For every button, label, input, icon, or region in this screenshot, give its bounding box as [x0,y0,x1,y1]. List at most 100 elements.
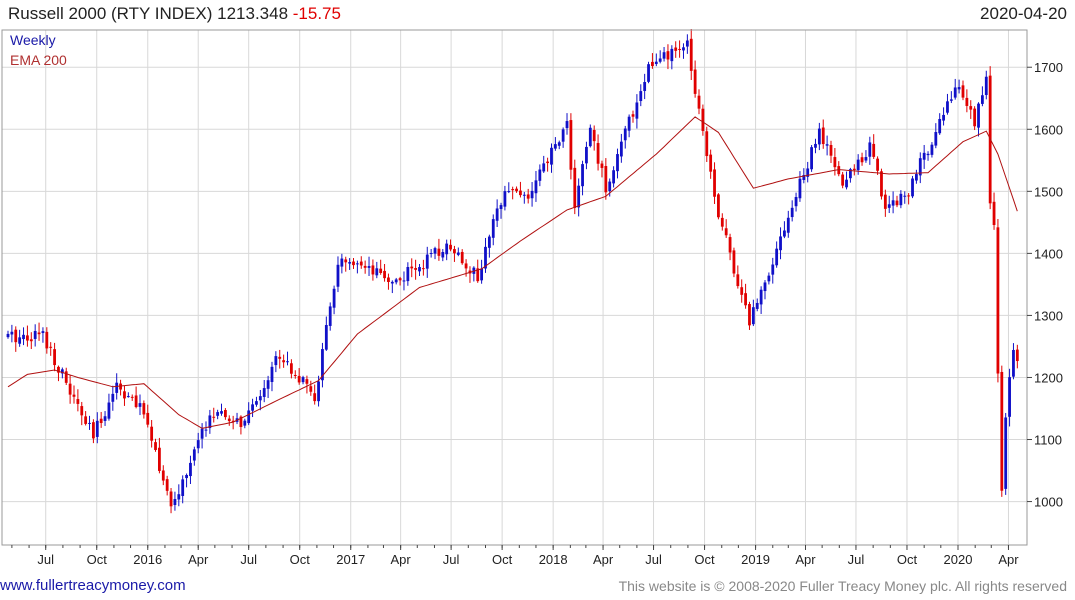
candle-body [732,250,736,274]
candle-body [480,268,484,281]
candle-body [546,161,550,164]
candle-body [371,265,375,275]
candle-body [433,248,437,254]
candle-body [604,166,608,193]
candle-body [542,163,546,172]
candle-body [577,185,581,208]
candle-body [243,420,247,426]
grid [2,30,1027,545]
candle-body [328,306,332,326]
candle-body [957,87,961,90]
candle-body [519,190,522,196]
candle-body [581,164,584,187]
candle-body [208,415,212,429]
x-tick-label: Jul [645,552,662,567]
candle-body [410,266,414,269]
candle-body [573,167,577,208]
candle-body [115,382,119,393]
candle-body [309,386,313,392]
candle-body [530,190,534,199]
candle-body [565,121,569,129]
candle-body [724,228,728,236]
candle-body [80,406,84,416]
candle-body [969,106,973,110]
x-tick-label: Oct [897,552,918,567]
candle-body [464,263,468,269]
candle-body [251,404,254,411]
candle-body [107,402,111,419]
candle-body [771,264,775,275]
candle-body [45,331,49,349]
candle-body [421,268,425,270]
candle-body [324,325,328,350]
candle-body [425,254,429,269]
candle-body [14,329,18,343]
candle-body [134,395,138,408]
candle-body [453,249,456,254]
candle-body [880,171,883,197]
candle-body [76,399,80,404]
y-tick-label: 1700 [1034,60,1063,75]
candle-body [887,204,891,208]
candle-body [511,189,515,191]
copyright-notice: This website is © 2008-2020 Fuller Treac… [618,578,1067,594]
candle-body [810,147,813,170]
candle-body [441,252,445,258]
candle-body [643,82,647,91]
candle-body [553,144,557,149]
candle-body [223,410,227,418]
candle-body [278,356,282,359]
website-link[interactable]: www.fullertreacymoney.com [0,577,186,594]
candle-body [868,142,872,157]
candle-body [495,208,499,221]
candle-body [705,131,709,157]
price-change: -15.75 [292,4,341,23]
candle-body [406,267,410,282]
candle-body [736,274,740,287]
candle-body [57,366,60,373]
candle-body [340,258,344,267]
candle-body [709,154,713,172]
x-tick-label: Jul [443,552,460,567]
candle-body [767,275,771,282]
candle-body [239,416,243,428]
candle-body [996,227,1000,374]
candle-body [301,377,305,383]
candle-body [856,159,860,171]
candle-body [619,141,623,157]
candle-body [713,169,716,197]
candle-body [790,207,794,218]
candle-body [363,265,367,268]
candle-body [895,200,899,206]
candle-body [627,116,631,131]
candle-body [173,499,177,505]
x-tick-label: Apr [795,552,816,567]
candle-body [126,396,130,398]
candle-body [266,380,270,389]
candle-body [717,194,720,218]
x-tick-label: 2018 [539,552,568,567]
candle-body [344,259,348,263]
candle-body [569,120,573,170]
candle-body [476,268,480,282]
candles [6,28,1019,514]
candle-body [860,157,864,163]
candle-body [883,194,887,209]
candle-body [852,168,856,171]
candle-body [503,191,507,207]
candle-body [651,61,654,66]
candle-body [515,188,518,192]
candle-body [911,178,914,197]
candle-body [204,429,208,431]
candle-body [165,479,169,491]
candle-body [231,420,235,422]
candle-body [355,263,359,265]
candle-body [53,349,56,366]
candle-body [460,251,464,264]
candle-body [99,418,103,424]
candle-body [456,252,460,255]
candle-body [22,334,25,340]
candle-body [984,76,988,96]
candle-body [755,302,759,309]
